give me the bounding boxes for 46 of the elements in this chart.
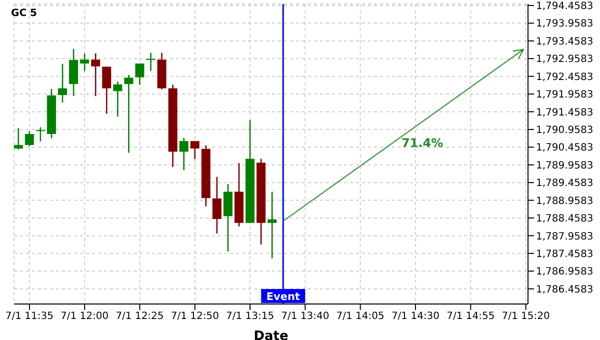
y-tick-label: 1,790.4583 — [536, 142, 594, 154]
candlestick — [91, 52, 100, 97]
candlestick — [24, 130, 34, 148]
x-tick-label: 7/1 13:40 — [281, 311, 330, 322]
x-tick-label: 7/1 14:30 — [391, 311, 440, 322]
x-tick-label: 7/1 12:50 — [170, 311, 219, 322]
candlestick — [102, 66, 112, 114]
candlestick — [135, 62, 144, 86]
y-tick-label: 1,786.9583 — [536, 266, 594, 278]
annotation: 71.4% — [402, 136, 444, 150]
y-tick-label: 1,789.9583 — [536, 160, 594, 172]
x-tick-label: 7/1 14:55 — [446, 311, 495, 322]
y-tick-label: 1,793.4583 — [536, 36, 594, 48]
ref-line-label: Event — [266, 291, 300, 303]
x-tick-label: 7/1 15:20 — [502, 311, 550, 322]
candlestick — [14, 127, 23, 150]
y-tick-label: 1,792.9583 — [536, 54, 594, 66]
y-tick-label: 1,794.4583 — [536, 1, 594, 12]
candlestick — [124, 74, 134, 154]
candlestick — [212, 176, 222, 234]
y-tick-label: 1,787.9583 — [536, 231, 594, 242]
candlestick — [179, 137, 188, 171]
x-tick-label: 7/1 12:25 — [116, 311, 164, 322]
x-tick-label: 7/1 11:35 — [5, 311, 54, 322]
y-tick-label: 1,790.9583 — [536, 124, 594, 136]
candlestick — [146, 52, 156, 72]
y-tick-label: 1,793.9583 — [536, 18, 594, 30]
y-tick-label: 1,789.4583 — [536, 178, 594, 190]
candlestick — [58, 63, 68, 104]
x-tick-label: 7/1 12:00 — [60, 311, 109, 322]
x-tick-label: 7/1 13:15 — [226, 311, 274, 322]
y-tick-label: 1,787.4583 — [536, 248, 594, 260]
y-tick-label: 1,786.4583 — [536, 284, 594, 296]
y-tick-label: 1,788.9583 — [536, 196, 594, 207]
candlestick — [36, 126, 45, 142]
candlestick — [268, 191, 277, 259]
y-tick-label: 1,788.4583 — [536, 214, 594, 225]
y-tick-label: 1,791.4583 — [536, 107, 594, 118]
y-tick-label: 1,792.4583 — [536, 72, 594, 83]
x-tick-label: 7/1 14:05 — [336, 311, 384, 322]
candlestick — [80, 52, 90, 72]
candlestick — [190, 140, 200, 160]
chart-title: GC 5 — [11, 8, 37, 19]
candlestick — [113, 80, 122, 118]
y-tick-label: 1,791.9583 — [536, 90, 594, 101]
x-axis-title: Date — [254, 329, 288, 340]
